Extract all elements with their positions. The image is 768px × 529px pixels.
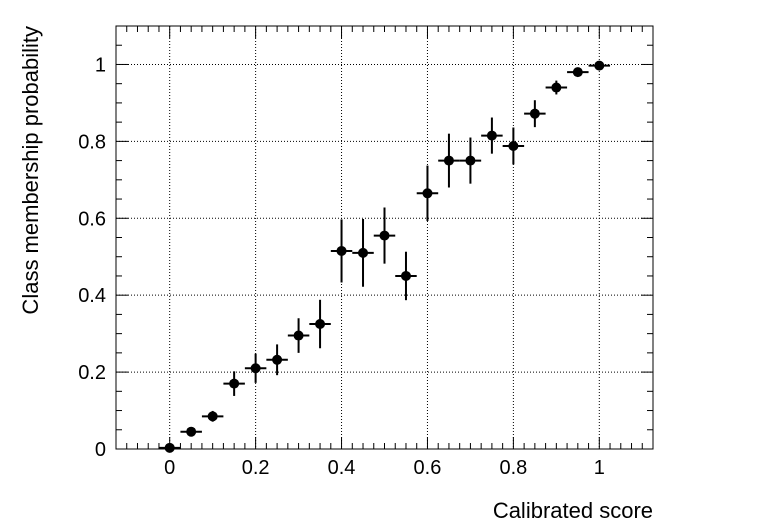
data-point bbox=[337, 246, 347, 256]
data-point bbox=[208, 411, 218, 421]
data-point-group bbox=[245, 354, 266, 383]
x-tick-label: 0 bbox=[164, 457, 175, 479]
data-point-group bbox=[374, 208, 395, 264]
data-point bbox=[229, 379, 239, 389]
data-point bbox=[251, 363, 261, 373]
data-point bbox=[358, 248, 368, 258]
data-point-group bbox=[352, 219, 373, 287]
data-point-group bbox=[503, 128, 524, 165]
data-point-group bbox=[288, 318, 309, 353]
x-tick-label: 1 bbox=[594, 457, 605, 479]
data-point bbox=[594, 61, 604, 71]
data-point bbox=[315, 319, 325, 329]
data-point bbox=[551, 83, 561, 93]
data-point bbox=[401, 271, 411, 281]
data-points bbox=[159, 61, 610, 453]
y-tick-labels: 0 0.2 0.4 0.6 0.8 1 bbox=[78, 54, 106, 461]
x-tick-labels: 0 0.2 0.4 0.6 0.8 1 bbox=[164, 457, 605, 479]
data-point bbox=[186, 427, 196, 437]
y-tick-label: 0.4 bbox=[78, 285, 106, 307]
data-point-group bbox=[180, 427, 201, 437]
data-point bbox=[487, 131, 497, 141]
data-point-group bbox=[331, 219, 352, 282]
y-tick-label: 0.8 bbox=[78, 131, 106, 153]
data-point-group bbox=[202, 411, 223, 422]
data-point-group bbox=[159, 443, 180, 453]
y-tick-label: 0.2 bbox=[78, 362, 106, 384]
y-tick-label: 1 bbox=[95, 54, 106, 76]
data-point bbox=[380, 231, 390, 241]
data-point-group bbox=[395, 252, 416, 300]
data-point-group bbox=[481, 118, 502, 154]
y-axis-title: Class membership probability bbox=[18, 26, 43, 315]
data-point bbox=[294, 331, 304, 341]
data-point-group bbox=[309, 300, 330, 348]
data-point-group bbox=[589, 61, 610, 71]
data-point-group bbox=[223, 371, 244, 396]
x-tick-label: 0.6 bbox=[414, 457, 442, 479]
data-point-group bbox=[460, 138, 481, 184]
data-point bbox=[444, 156, 454, 166]
x-tick-label: 0.2 bbox=[242, 457, 270, 479]
data-point bbox=[573, 67, 583, 77]
data-point-group bbox=[546, 81, 567, 95]
data-point-group bbox=[567, 67, 588, 77]
data-point-group bbox=[417, 166, 438, 221]
data-point bbox=[465, 156, 475, 166]
data-point bbox=[508, 141, 518, 151]
data-point bbox=[272, 355, 282, 365]
data-point bbox=[422, 188, 432, 198]
x-tick-label: 0.8 bbox=[499, 457, 527, 479]
x-tick-label: 0.4 bbox=[328, 457, 356, 479]
data-point-group bbox=[438, 134, 459, 188]
x-axis-title: Calibrated score bbox=[493, 498, 653, 523]
data-point bbox=[530, 109, 540, 119]
data-point bbox=[165, 443, 175, 453]
y-tick-label: 0 bbox=[95, 439, 106, 461]
y-tick-label: 0.6 bbox=[78, 208, 106, 230]
data-point-group bbox=[266, 344, 287, 375]
data-point-group bbox=[524, 100, 545, 127]
